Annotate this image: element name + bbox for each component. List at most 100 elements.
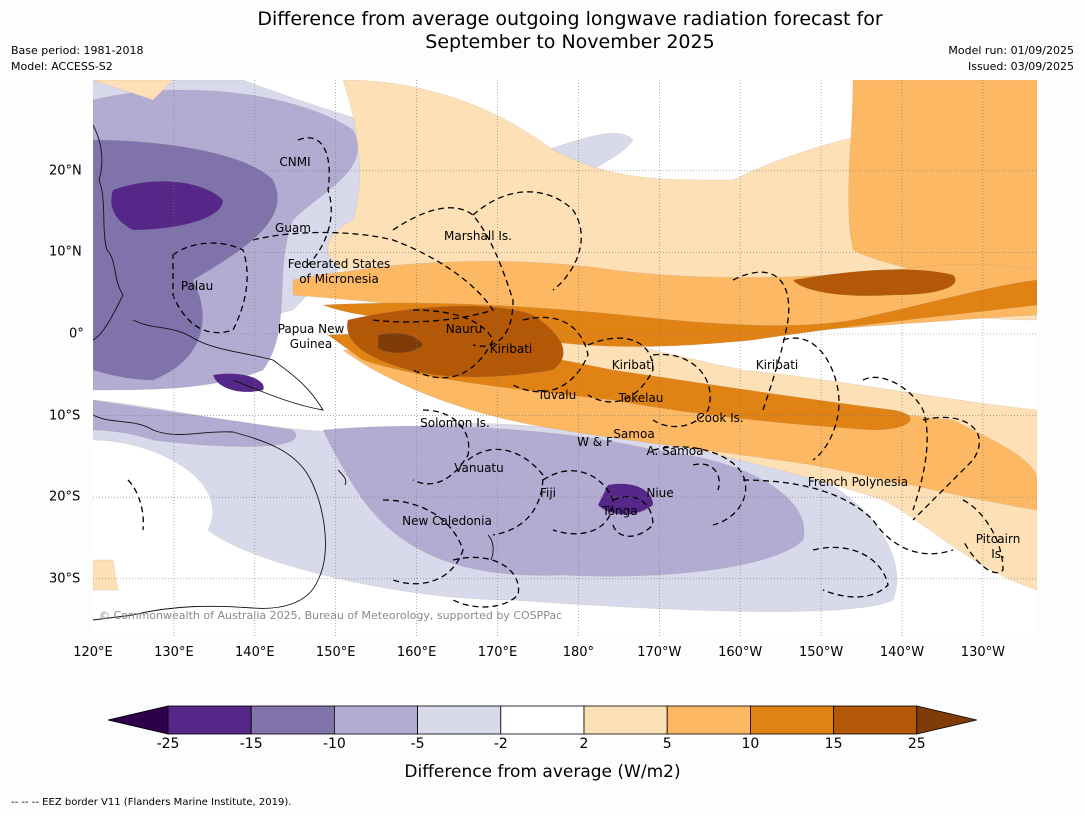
place-label-line: Marshall Is. — [444, 229, 512, 243]
place-label-line: Is. — [991, 547, 1005, 561]
place-label: Niue — [646, 486, 673, 500]
eez-border — [912, 416, 980, 521]
title-line-1: Difference from average outgoing longwav… — [257, 8, 883, 30]
copyright-notice: © Commonwealth of Australia 2025, Bureau… — [99, 609, 563, 622]
eez-border — [962, 499, 1004, 574]
eez-border — [252, 231, 495, 323]
title-line-2: September to November 2025 — [425, 31, 715, 53]
colorbar-segment — [333, 705, 418, 735]
anomaly-map: CNMI Guam Marshall Is. Federated States of M… — [93, 80, 1037, 636]
eez-border — [297, 137, 332, 266]
place-label: Federated States of Micronesia — [288, 257, 390, 286]
colorbar-tick-label: -10 — [322, 736, 346, 752]
eez-border — [382, 499, 464, 585]
x-tick-label: 120°E — [73, 645, 113, 660]
place-label-line: French Polynesia — [808, 475, 908, 489]
place-label: Tokelau — [618, 391, 664, 405]
coastline — [487, 534, 494, 561]
anomaly-region — [792, 269, 956, 296]
colorbar-segment — [500, 705, 585, 735]
colorbar-label: Difference from average (W/m2) — [404, 762, 681, 782]
colorbar-tick-label: 2 — [579, 736, 589, 752]
place-label-line: Papua New — [278, 322, 345, 336]
colorbar-segment — [417, 705, 502, 735]
y-tick-label: 10°N — [49, 244, 82, 260]
map-panel: CNMI Guam Marshall Is. Federated States of M… — [93, 80, 1037, 636]
place-label: Kiribati — [756, 358, 798, 372]
place-label-line: New Caledonia — [402, 514, 492, 528]
x-tick-label: 150°W — [799, 645, 844, 660]
place-label-line: Kiribati — [756, 358, 798, 372]
place-label: Papua New Guinea — [278, 322, 345, 351]
colorbar-tick-label: 15 — [824, 736, 843, 752]
anomaly-region — [93, 399, 296, 447]
place-label: CNMI — [279, 155, 310, 169]
place-label-line: CNMI — [279, 155, 310, 169]
y-tick-label: 0° — [69, 326, 84, 342]
eez-border — [732, 271, 790, 411]
place-label: A. Samoa — [647, 444, 704, 458]
x-tick-label: 130°W — [960, 645, 1005, 660]
anomaly-region — [93, 80, 174, 101]
meta-left: Base period: 1981-2018 Model: ACCESS-S2 — [11, 43, 143, 75]
colorbar-segment — [250, 705, 335, 735]
meta-right: Model run: 01/09/2025 Issued: 03/09/2025 — [948, 43, 1074, 75]
eez-border — [472, 191, 582, 291]
map-title: Difference from average outgoing longwav… — [0, 8, 1085, 54]
anomaly-region — [93, 559, 119, 591]
coastline — [132, 319, 324, 411]
y-tick-label: 30°S — [49, 571, 81, 587]
colorbar-tick-label: 25 — [907, 736, 926, 752]
place-label-line: Nauru — [446, 322, 482, 336]
colorbar-tick-label: 10 — [741, 736, 760, 752]
eez-border — [782, 337, 840, 461]
eez-border — [467, 448, 544, 536]
place-label-line: Samoa — [613, 427, 654, 441]
x-tick-label: 160°E — [396, 645, 437, 660]
eez-border — [862, 376, 928, 511]
eez-border — [742, 479, 954, 555]
place-label: Tuvalu — [537, 388, 577, 402]
place-label-line: Palau — [181, 279, 213, 293]
x-tick-label: 150°E — [315, 645, 356, 660]
place-label: Fiji — [540, 486, 556, 500]
colorbar-tick-label: -5 — [410, 736, 425, 752]
eez-border — [812, 546, 889, 598]
place-label: Cook Is. — [696, 411, 743, 425]
coastline — [337, 469, 347, 486]
coastline — [93, 414, 326, 621]
x-tick-label: 170°E — [477, 645, 518, 660]
place-label: Palau — [181, 279, 213, 293]
eez-border — [512, 316, 589, 393]
model-run: Model run: 01/09/2025 — [948, 44, 1074, 57]
place-label-line: Niue — [646, 486, 673, 500]
eez-border — [392, 207, 514, 347]
place-label-line: Cook Is. — [696, 411, 743, 425]
place-label-line: Pitcairn — [976, 532, 1021, 546]
colorbar-max-extension — [916, 705, 977, 735]
eez-border — [412, 309, 494, 379]
eez-border — [412, 409, 470, 485]
place-label-line: Fiji — [540, 486, 556, 500]
anomaly-region — [377, 332, 424, 354]
place-label-line: A. Samoa — [647, 444, 704, 458]
place-label-line: Tokelau — [618, 391, 664, 405]
eez-border — [452, 556, 520, 608]
anomaly-region — [322, 425, 805, 577]
eez-footnote: -- -- -- EEZ border V11 (Flanders Marine… — [11, 797, 292, 808]
place-label: Marshall Is. — [444, 229, 512, 243]
x-tick-label: 140°W — [879, 645, 925, 660]
x-tick-label: 170°W — [637, 645, 682, 660]
place-label-line: Tuvalu — [537, 388, 577, 402]
x-tick-label: 180° — [562, 645, 595, 660]
place-label-line: Solomon Is. — [420, 416, 490, 430]
place-label: W & F — [577, 435, 613, 449]
eez-border — [652, 353, 711, 428]
colorbar-tick-label: 5 — [662, 736, 672, 752]
eez-border — [587, 337, 654, 403]
colorbar-segment — [750, 705, 835, 735]
colorbar-segment — [833, 705, 918, 735]
place-label-line: of Micronesia — [299, 272, 379, 286]
anomaly-region — [848, 80, 1037, 291]
eez-border — [127, 479, 144, 531]
